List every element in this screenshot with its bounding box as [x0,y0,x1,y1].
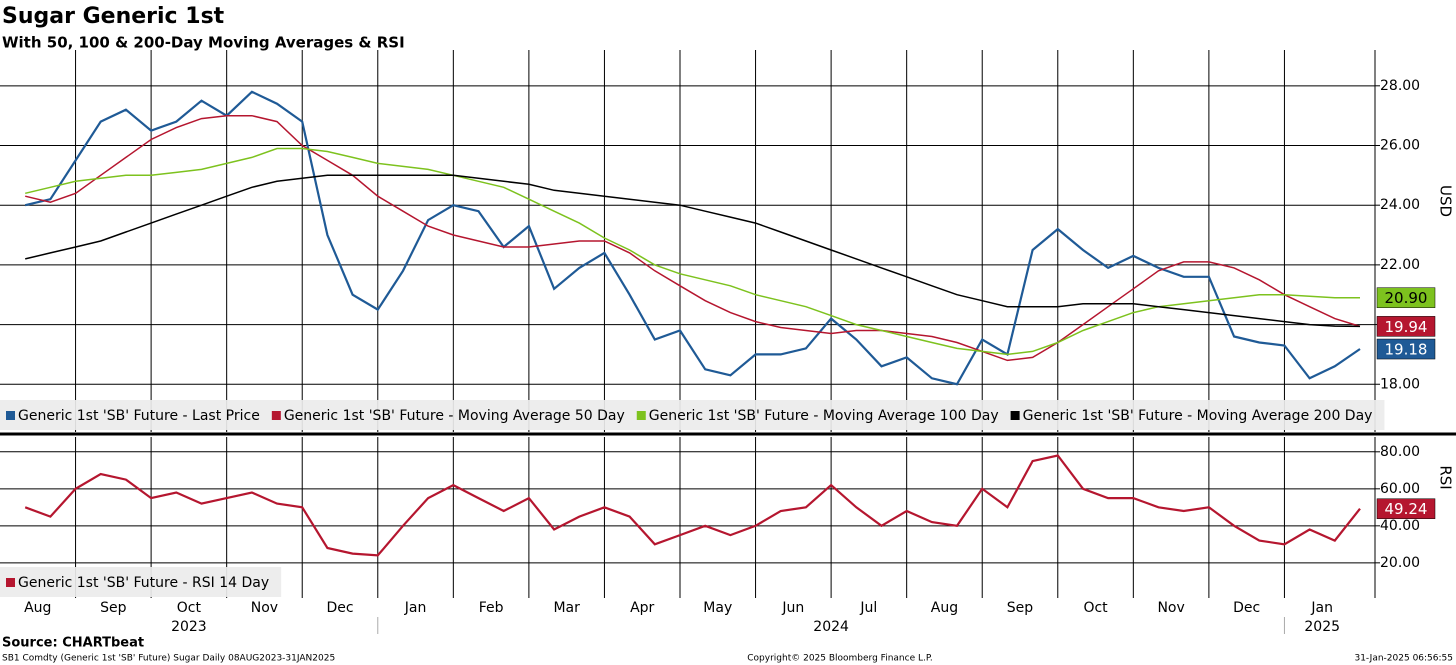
y-tick-label: 22.00 [1380,257,1420,273]
chart-title: Sugar Generic 1st [2,4,225,29]
chart-subtitle: With 50, 100 & 200-Day Moving Averages &… [2,34,405,52]
last-value-badge [1376,287,1436,308]
line-series [24,454,1361,557]
legend-label: Generic 1st 'SB' Future - Moving Average… [284,408,625,424]
year-label: 2025 [1304,619,1340,635]
x-tick-label: Sep [1007,600,1034,616]
x-tick-label: Aug [931,600,958,616]
x-tick-label: Oct [1083,600,1108,616]
y-tick-label: 20.00 [1380,555,1420,571]
x-tick-label: May [703,600,732,616]
line-series [25,114,1361,362]
y-tick-label: 80.00 [1380,444,1420,460]
x-tick-label: Nov [1157,600,1184,616]
y-tick-label: 18.00 [1380,376,1420,392]
last-value-badge [1376,338,1436,360]
footer-left: SB1 Comdty (Generic 1st 'SB' Future) Sug… [2,654,335,664]
x-tick-label: Dec [326,600,353,616]
y-axis-label: USD [1437,185,1455,217]
legend-swatch [1010,411,1020,420]
legend-swatch [6,578,15,587]
line-series [24,90,1361,386]
x-tick-label: Jan [1310,600,1333,616]
legend-label: Generic 1st 'SB' Future - RSI 14 Day [18,575,269,591]
line-series [25,147,1360,356]
last-value-badge [1376,316,1436,337]
y-tick-label: 28.00 [1380,78,1420,94]
legend-swatch [6,411,15,420]
x-tick-label: Jun [781,600,804,616]
last-value-label: 19.18 [1385,341,1428,359]
x-tick-label: Nov [251,600,278,616]
legend: Generic 1st 'SB' Future - RSI 14 Day [0,567,282,597]
y-tick-label: 40.00 [1380,518,1420,534]
legend-label: Generic 1st 'SB' Future - Moving Average… [649,408,999,424]
line-series [25,174,1361,328]
legend-label: Generic 1st 'SB' Future - Moving Average… [1023,408,1373,424]
x-tick-label: Jan [404,600,427,616]
last-value-label: 19.94 [1385,318,1428,336]
x-tick-label: Feb [479,600,504,616]
last-value-label: 49.24 [1385,500,1428,518]
x-tick-label: Dec [1233,600,1260,616]
x-tick-label: Sep [100,600,127,616]
footer-right: 31-Jan-2025 06:56:55 [1354,654,1453,664]
year-label: 2023 [171,619,207,635]
x-tick-label: Mar [553,600,580,616]
footer-center: Copyright© 2025 Bloomberg Finance L.P. [747,654,932,664]
last-value-badge [1376,498,1436,519]
y-tick-label: 26.00 [1380,138,1420,154]
x-tick-label: Aug [24,600,51,616]
legend-label: Generic 1st 'SB' Future - Last Price [18,408,260,424]
y-tick-label: 24.00 [1380,197,1420,213]
source: Source: CHARTbeat [2,636,144,651]
legend-swatch [271,411,281,420]
legend-bg [0,567,282,597]
last-value-label: 20.90 [1385,289,1428,307]
legend-bg [0,400,1385,430]
y-tick-label: 60.00 [1380,481,1420,497]
y-axis-label: RSI [1437,465,1455,489]
x-tick-label: Apr [630,600,654,616]
legend-swatch [636,411,646,420]
x-tick-label: Oct [177,600,202,616]
legend: Generic 1st 'SB' Future - Last Price Gene… [0,400,1385,430]
x-tick-label: Jul [859,600,877,616]
year-label: 2024 [813,619,849,635]
